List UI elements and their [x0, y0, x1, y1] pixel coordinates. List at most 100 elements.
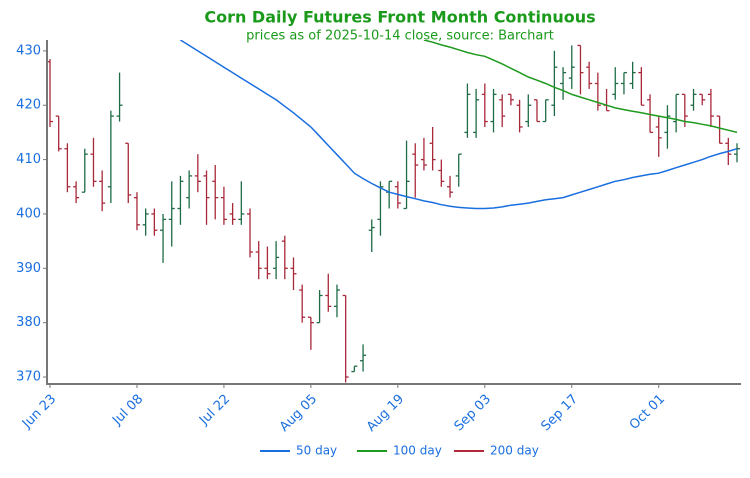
ohlc-bar	[542, 99, 549, 123]
moving-average-line	[180, 40, 738, 210]
ohlc-bar	[133, 192, 140, 231]
ohlc-bar	[264, 246, 271, 280]
ohlc-bar	[420, 137, 427, 171]
ohlc-bar	[325, 273, 332, 312]
ohlc-bar	[403, 140, 410, 210]
ohlc-bar	[716, 115, 723, 144]
ohlc-bar	[473, 88, 480, 138]
ohlc-bar	[99, 170, 106, 212]
ohlc-bar	[168, 181, 175, 247]
ohlc-bar	[629, 61, 636, 89]
legend-label: 100 day	[393, 444, 442, 458]
ohlc-bar	[481, 83, 488, 127]
ohlc-bar	[603, 88, 610, 112]
ohlc-bar	[429, 126, 436, 171]
ohlc-bar	[116, 72, 123, 122]
chart-title: Corn Daily Futures Front Month Continuou…	[204, 8, 595, 27]
ohlc-bar	[386, 180, 393, 209]
ohlc-bar	[647, 94, 654, 134]
ohlc-bar	[125, 142, 132, 204]
ohlc-bar	[690, 88, 697, 111]
y-tick-label: 390	[16, 261, 41, 276]
y-tick-label: 370	[16, 370, 41, 385]
ohlc-bar	[586, 61, 593, 89]
ohlc-bar	[73, 181, 80, 204]
ohlc-bar	[212, 165, 219, 220]
ohlc-bar	[525, 94, 532, 127]
ohlc-bar	[507, 93, 514, 106]
ohlc-bar	[533, 99, 540, 123]
plot-area	[47, 40, 740, 383]
x-tick-label: Oct 01	[627, 392, 668, 433]
ohlc-bar	[299, 284, 306, 323]
ohlc-bar	[664, 105, 671, 149]
ohlc-bar	[560, 67, 567, 100]
ohlc-bar	[255, 241, 262, 280]
ohlc-bar	[142, 208, 149, 236]
ohlc-bar	[333, 284, 340, 318]
ohlc-bar	[594, 72, 601, 111]
ohlc-bar	[351, 365, 358, 373]
ohlc-bar	[673, 93, 680, 133]
x-tick-label: Aug 05	[277, 392, 320, 435]
ohlc-bar	[368, 219, 375, 252]
ohlc-bar	[107, 110, 114, 204]
ohlc-bar	[412, 143, 419, 198]
ohlc-bar	[699, 93, 706, 106]
ohlc-bar	[577, 44, 584, 95]
ohlc-bar	[290, 257, 297, 291]
legend-label: 200 day	[490, 444, 539, 458]
ohlc-bar	[447, 175, 454, 198]
ohlc-bar	[455, 153, 462, 187]
ohlc-bar	[316, 290, 323, 324]
ohlc-bar	[55, 115, 62, 152]
ohlc-bar	[490, 88, 497, 133]
ohlc-bar	[229, 203, 236, 225]
ohlc-bar	[81, 148, 88, 193]
ohlc-bar	[281, 235, 288, 280]
x-tick-label: Jun 23	[19, 392, 59, 432]
ohlc-bar	[499, 94, 506, 127]
ohlc-bar	[247, 208, 254, 258]
y-tick-label: 430	[16, 43, 41, 58]
ohlc-bar	[655, 116, 662, 157]
ohlc-bar	[90, 137, 97, 187]
ohlc-bar	[186, 170, 193, 209]
y-tick-label: 400	[16, 206, 41, 221]
ohlc-bar	[551, 50, 558, 117]
ohlc-bar	[464, 83, 471, 138]
ohlc-bar	[638, 67, 645, 106]
ohlc-bar	[516, 99, 523, 133]
ohlc-bar	[64, 143, 71, 193]
y-tick-label: 420	[16, 98, 41, 113]
y-tick-label: 410	[16, 152, 41, 167]
ohlc-bar	[707, 88, 714, 127]
moving-average-line	[423, 40, 738, 134]
x-tick-label: Jul 22	[196, 392, 233, 429]
ohlc-bar	[620, 71, 627, 95]
ohlc-bar	[360, 344, 367, 372]
ohlc-bar	[342, 294, 349, 383]
ohlc-bar	[273, 241, 280, 280]
ohlc-bar	[160, 213, 167, 263]
y-tick-label: 380	[16, 315, 41, 330]
ohlc-bar	[377, 181, 384, 236]
x-tick-label: Sep 03	[452, 392, 495, 435]
ohlc-bar	[151, 208, 158, 236]
x-tick-label: Aug 19	[364, 392, 407, 435]
ohlc-bar	[612, 67, 619, 100]
x-tick-label: Sep 17	[539, 392, 582, 435]
ohlc-bar	[220, 186, 227, 225]
ohlc-bar	[238, 181, 245, 225]
ohlc-bar	[194, 154, 201, 193]
ohlc-bar	[203, 170, 210, 225]
x-tick-label: Jul 08	[109, 392, 146, 429]
ohlc-bar	[568, 45, 575, 89]
legend-label: 50 day	[296, 444, 337, 458]
ohlc-bar	[177, 175, 184, 225]
ohlc-bar	[438, 159, 445, 187]
chart-subtitle: prices as of 2025-10-14 close, source: B…	[246, 29, 554, 44]
ohlc-bar	[307, 316, 314, 350]
ohlc-bar	[734, 143, 740, 163]
